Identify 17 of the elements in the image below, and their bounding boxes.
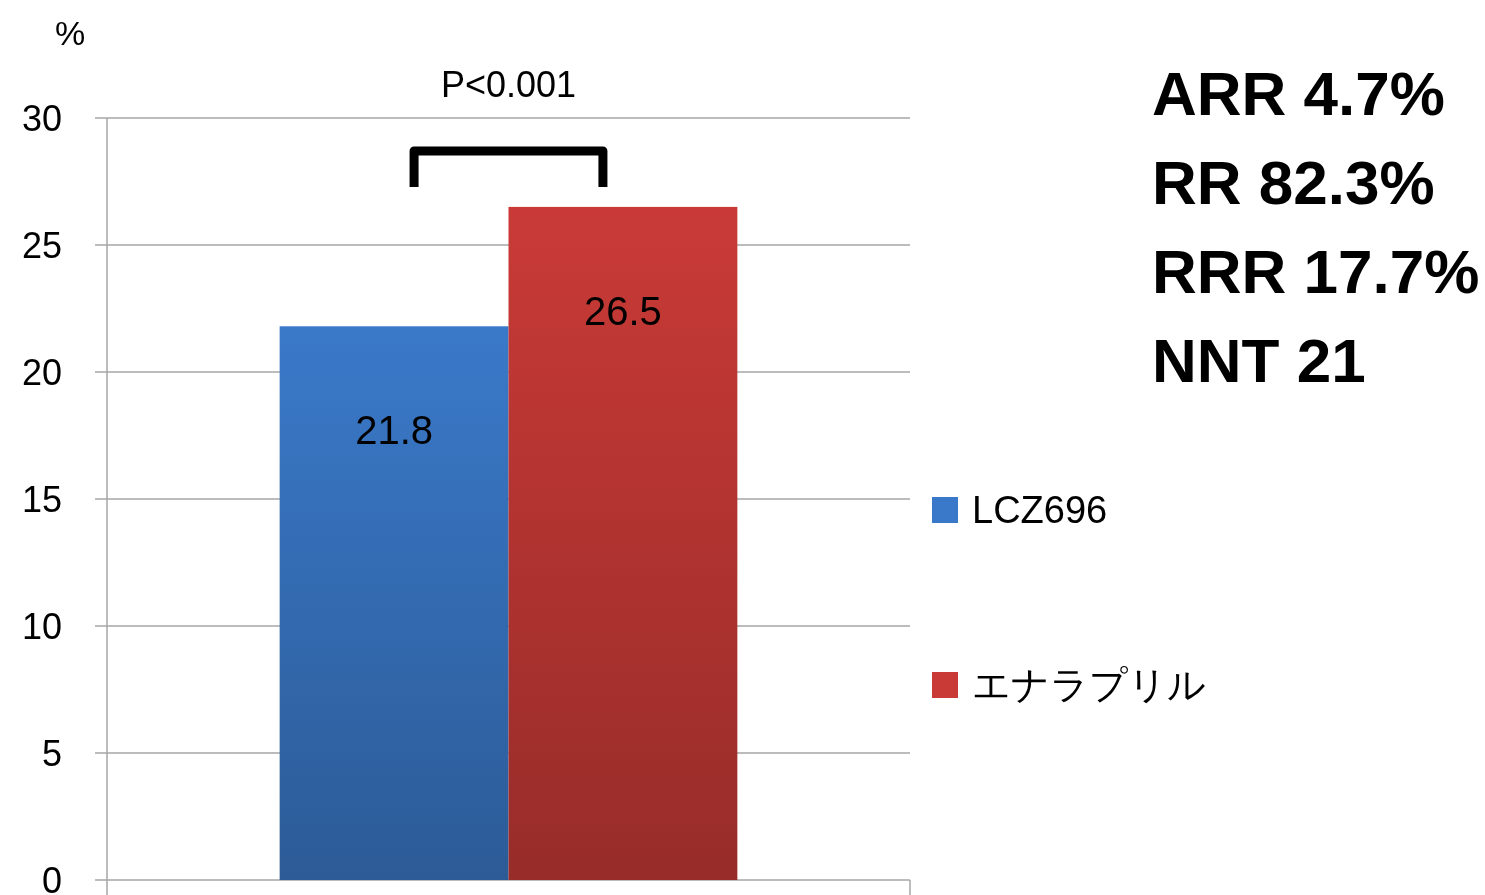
legend-label: LCZ696: [972, 489, 1108, 531]
text: ARR 4.7%: [1152, 59, 1445, 128]
y-axis-title: %: [54, 14, 86, 52]
text: RR 82.3%: [1152, 148, 1435, 217]
y-tick-label: 15: [21, 478, 62, 520]
data-label: 21.8: [355, 408, 433, 453]
y-tick-label: 30: [21, 97, 62, 139]
y-tick-label: 25: [21, 224, 62, 266]
y-tick-label: 0: [41, 859, 62, 895]
legend-label: エナラプリル: [972, 664, 1206, 706]
y-tick-label: 5: [41, 732, 62, 774]
text: RRR 17.7%: [1152, 237, 1480, 306]
data-label: 26.5: [584, 288, 662, 333]
text: NNT 21: [1152, 326, 1366, 395]
text: P<0.001: [440, 63, 577, 105]
y-tick-label: 10: [21, 605, 62, 647]
y-tick-label: 20: [21, 351, 62, 393]
